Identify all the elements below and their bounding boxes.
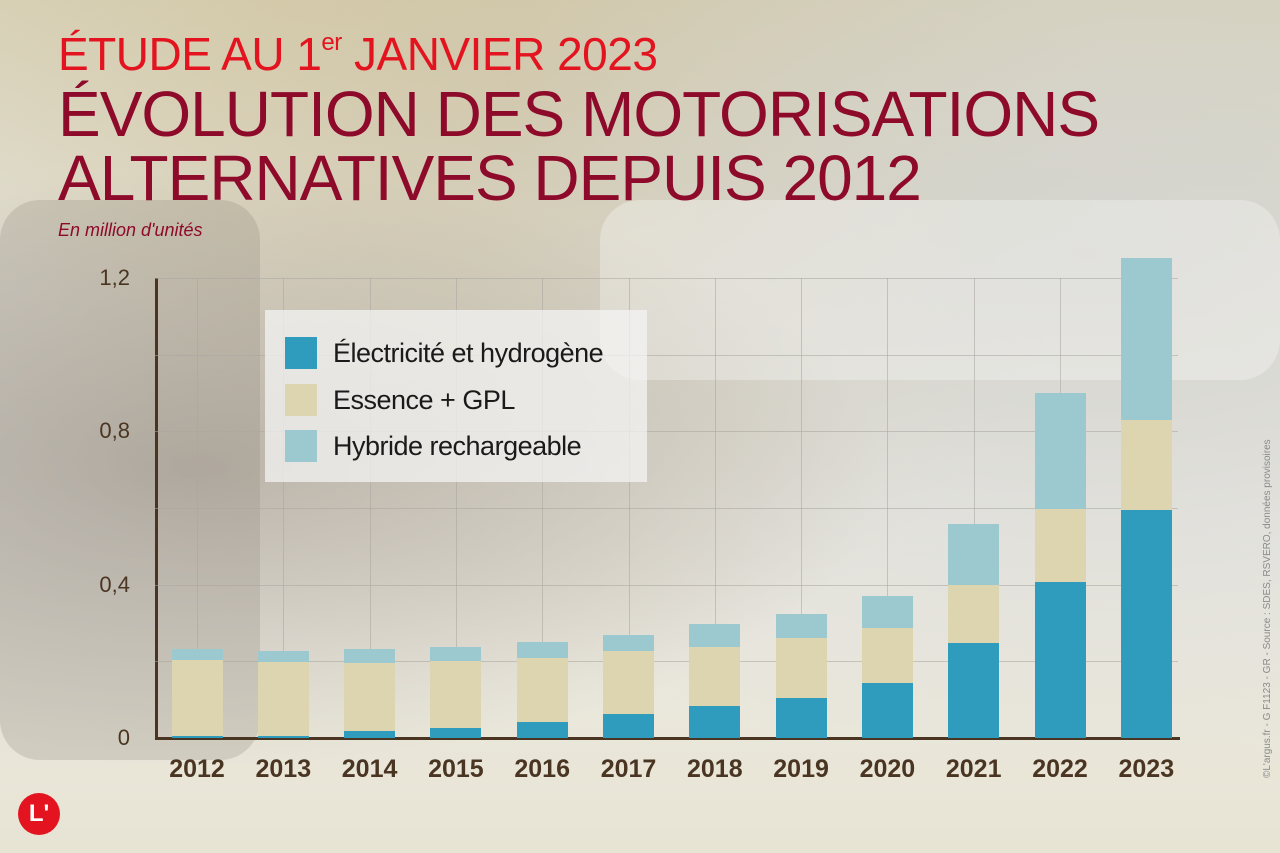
bar-segment bbox=[775, 613, 827, 638]
bar-segment bbox=[171, 659, 223, 737]
bar-segment bbox=[1120, 257, 1172, 420]
gridline bbox=[455, 278, 457, 738]
x-tick-label: 2016 bbox=[514, 755, 570, 783]
x-tick-label: 2022 bbox=[1032, 755, 1088, 783]
bar-2017 bbox=[603, 634, 654, 738]
source-credit: ©L'argus.fr - G F1123 - GR - Source : SD… bbox=[1262, 439, 1273, 778]
bar-segment bbox=[344, 731, 396, 738]
gridline bbox=[155, 584, 1178, 586]
legend-swatch-essence bbox=[285, 384, 317, 416]
y-tick-label: 0,8 bbox=[99, 418, 130, 444]
bar-segment bbox=[516, 657, 568, 722]
bar-segment bbox=[257, 662, 309, 736]
bar-segment bbox=[171, 736, 223, 738]
gridline bbox=[801, 278, 803, 738]
bar-segment bbox=[603, 634, 654, 651]
bar-2013 bbox=[257, 651, 309, 738]
gridline bbox=[628, 278, 630, 738]
gridline bbox=[155, 278, 1178, 279]
y-tick-label: 0 bbox=[117, 725, 130, 750]
gridline bbox=[714, 278, 716, 738]
gridline bbox=[155, 431, 1178, 433]
bar-segment bbox=[861, 628, 913, 683]
bar-segment bbox=[603, 651, 654, 714]
bar-segment bbox=[430, 660, 482, 729]
bar-segment bbox=[689, 705, 741, 738]
legend-item-hybrid: Hybride rechargeable bbox=[285, 430, 582, 462]
chart-plot-area bbox=[155, 257, 1180, 740]
y-tick-label: 1,2 bbox=[99, 265, 130, 290]
bar-segment bbox=[1034, 392, 1086, 509]
bar-segment bbox=[861, 595, 913, 628]
x-tick-label: 2019 bbox=[773, 755, 829, 783]
gridline bbox=[887, 278, 889, 738]
bar-segment bbox=[861, 682, 913, 738]
x-tick-label: 2014 bbox=[341, 755, 398, 783]
x-tick-label: 2020 bbox=[859, 755, 916, 783]
gridline bbox=[542, 278, 544, 738]
gridline bbox=[197, 278, 198, 738]
bar-segment bbox=[603, 713, 654, 738]
bar-segment bbox=[257, 735, 309, 738]
bar-2023 bbox=[1120, 257, 1172, 738]
x-tick-label: 2023 bbox=[1118, 755, 1175, 783]
x-tick-label: 2013 bbox=[255, 755, 312, 783]
gridline bbox=[283, 278, 285, 738]
bar-2014 bbox=[344, 649, 396, 738]
bar-segment bbox=[775, 637, 827, 699]
bar-segment bbox=[171, 649, 223, 660]
bar-segment bbox=[948, 585, 1000, 643]
bar-segment bbox=[1034, 508, 1086, 582]
legend-item-essence: Essence + GPL bbox=[285, 384, 515, 416]
x-tick-label: 2021 bbox=[945, 755, 1002, 783]
bar-segment bbox=[1120, 419, 1172, 510]
bar-2015 bbox=[430, 647, 482, 738]
bar-segment bbox=[430, 647, 482, 661]
legend: Électricité et hydrogène Essence + GPL H… bbox=[265, 310, 647, 482]
unit-subtitle: En million d'unités bbox=[58, 220, 203, 240]
legend-swatch-electric bbox=[285, 337, 317, 369]
bar-2012 bbox=[171, 649, 223, 738]
bar-segment bbox=[257, 651, 309, 663]
bar-segment bbox=[689, 646, 741, 706]
legend-item-electric: Électricité et hydrogène bbox=[285, 337, 604, 369]
legend-swatch-hybrid bbox=[285, 430, 317, 462]
x-tick-label: 2015 bbox=[428, 755, 484, 783]
bar-segment bbox=[516, 641, 568, 658]
gridline bbox=[155, 354, 1178, 356]
bar-segment bbox=[516, 721, 568, 738]
header: ÉTUDE AU 1er JANVIER 2023 ÉVOLUTION DES … bbox=[58, 28, 1100, 241]
bar-segment bbox=[948, 642, 1000, 738]
bar-segment bbox=[689, 623, 741, 647]
bar-2020 bbox=[861, 595, 913, 738]
page-title: ÉVOLUTION DES MOTORISATIONS ALTERNATIVES… bbox=[58, 78, 1100, 214]
bar-segment bbox=[344, 649, 396, 663]
gridline bbox=[155, 661, 1178, 663]
bar-segment bbox=[1034, 581, 1086, 738]
bar-segment bbox=[948, 523, 1000, 586]
x-tick-label: 2017 bbox=[600, 755, 657, 783]
x-tick-label: 2012 bbox=[169, 755, 225, 783]
bar-2021 bbox=[948, 523, 1000, 738]
bar-2016 bbox=[516, 641, 568, 738]
gridline bbox=[155, 508, 1178, 509]
bar-2019 bbox=[775, 613, 827, 738]
kicker: ÉTUDE AU 1er JANVIER 2023 bbox=[58, 28, 658, 80]
x-axis bbox=[155, 737, 1180, 740]
y-tick-label: 0,4 bbox=[99, 571, 130, 597]
gridline bbox=[973, 278, 975, 738]
largus-logo-icon: L' bbox=[18, 793, 60, 835]
bar-segment bbox=[344, 662, 396, 732]
bar-segment bbox=[1120, 509, 1172, 738]
gridline bbox=[369, 278, 371, 738]
bar-segment bbox=[775, 698, 827, 738]
bar-2022 bbox=[1034, 392, 1086, 738]
bar-segment bbox=[430, 728, 482, 738]
bar-2018 bbox=[689, 623, 741, 738]
x-tick-label: 2018 bbox=[686, 755, 743, 783]
